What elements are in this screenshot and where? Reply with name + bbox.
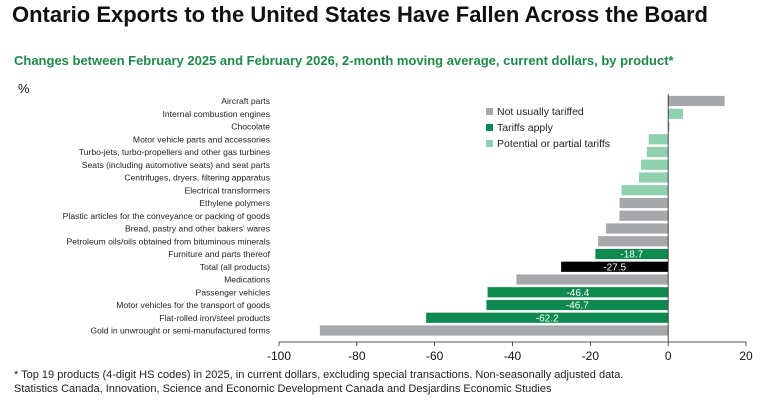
legend-swatch bbox=[486, 140, 493, 147]
legend-label: Not usually tariffed bbox=[497, 106, 584, 118]
bar bbox=[319, 325, 669, 336]
category-label: Ethylene polymers bbox=[199, 198, 270, 208]
category-label: Petroleum oils/oils obtained from bitumi… bbox=[67, 236, 270, 246]
category-label: Electrical transformers bbox=[185, 185, 270, 195]
x-tick-label: -100 bbox=[267, 349, 291, 363]
data-label: -62.2 bbox=[536, 313, 559, 324]
bar bbox=[621, 185, 669, 196]
bar bbox=[487, 287, 669, 298]
legend-label: Potential or partial tariffs bbox=[497, 138, 610, 150]
bar bbox=[619, 210, 669, 221]
category-label: Bread, pastry and other bakers' wares bbox=[125, 224, 270, 234]
source-note: Statistics Canada, Innovation, Science a… bbox=[14, 383, 552, 395]
unit-label: % bbox=[18, 81, 30, 96]
chart-subtitle: Changes between February 2025 and Februa… bbox=[14, 53, 674, 68]
x-tick-label: 0 bbox=[665, 349, 672, 363]
legend-label: Tariffs apply bbox=[497, 122, 554, 134]
category-label: Turbo-jets, turbo-propellers and other g… bbox=[79, 147, 270, 157]
category-label: Medications bbox=[224, 275, 270, 285]
legend-swatch bbox=[486, 124, 493, 131]
bar bbox=[638, 172, 669, 183]
category-label: Flat-rolled iron/steel products bbox=[159, 313, 270, 323]
x-tick-label: -20 bbox=[582, 349, 600, 363]
category-label: Internal combustion engines bbox=[163, 109, 271, 119]
x-tick-label: -80 bbox=[348, 349, 366, 363]
bar bbox=[668, 108, 683, 119]
data-label: -18.7 bbox=[620, 250, 643, 261]
data-label: -46.4 bbox=[566, 288, 589, 299]
bar bbox=[619, 197, 669, 209]
category-label: Passenger vehicles bbox=[195, 287, 270, 297]
category-label: Furniture and parts thereof bbox=[168, 249, 270, 259]
x-tick-label: -60 bbox=[426, 349, 444, 363]
category-label: Aircraft parts bbox=[221, 96, 270, 106]
category-label: Plastic articles for the conveyance or p… bbox=[63, 211, 270, 221]
category-label: Gold in unwrought or semi-manufactured f… bbox=[90, 326, 270, 336]
chart-title: Ontario Exports to the United States Hav… bbox=[12, 2, 708, 27]
category-label: Seats (including automotive seats) and s… bbox=[82, 160, 270, 170]
footnote: * Top 19 products (4-digit HS codes) in … bbox=[14, 369, 624, 381]
bar bbox=[561, 261, 669, 272]
bar bbox=[668, 95, 725, 107]
bar bbox=[640, 159, 669, 170]
category-label: Chocolate bbox=[231, 122, 270, 132]
bar bbox=[486, 299, 669, 311]
data-label: -46.7 bbox=[566, 301, 589, 312]
bar bbox=[595, 248, 669, 260]
category-label: Motor vehicles for the transport of good… bbox=[116, 300, 270, 310]
category-label: Centrifuges, dryers, filtering apparatus bbox=[124, 173, 270, 183]
x-tick-label: -40 bbox=[504, 349, 522, 363]
bar bbox=[646, 146, 669, 158]
bar bbox=[648, 134, 669, 145]
bar bbox=[516, 274, 669, 285]
bar bbox=[426, 312, 669, 323]
bar bbox=[668, 121, 670, 132]
x-tick-label: 20 bbox=[739, 349, 753, 363]
legend-swatch bbox=[486, 108, 493, 115]
category-label: Motor vehicle parts and accessories bbox=[133, 134, 270, 144]
category-label: Total (all products) bbox=[200, 262, 270, 272]
bar bbox=[605, 223, 669, 234]
data-label: -27.5 bbox=[603, 262, 626, 273]
bar bbox=[598, 236, 669, 247]
